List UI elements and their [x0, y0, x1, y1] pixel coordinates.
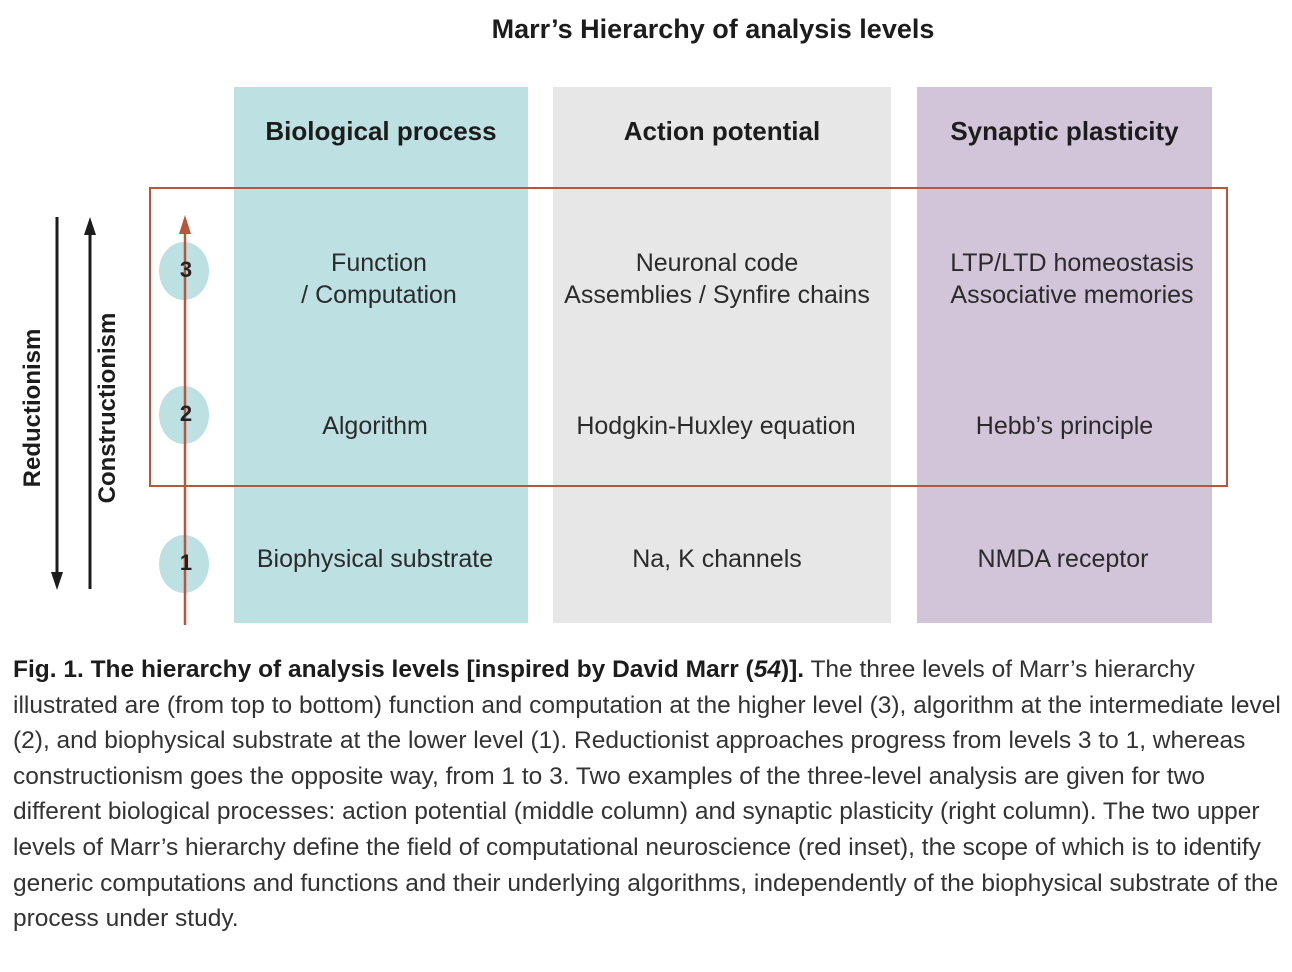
cell-sp-level2: Hebb’s principle	[975, 412, 1154, 440]
level-1-number: 1	[179, 550, 193, 575]
cell-ap-level3: Neuronal code Assemblies / Synfire chain…	[553, 247, 881, 311]
computational-neuroscience-inset	[149, 187, 1228, 487]
cell-line: Assemblies / Synfire chains	[564, 281, 870, 309]
level-3-number: 3	[179, 257, 193, 282]
constructionism-arrowhead-icon	[84, 217, 96, 235]
cell-ap-level1: Na, K channels	[632, 545, 802, 573]
reductionism-arrowhead-icon	[51, 572, 63, 590]
caption-lead-end: )].	[780, 656, 805, 683]
figure-caption: Fig. 1. The hierarchy of analysis levels…	[13, 652, 1283, 937]
synaptic-plasticity-column	[917, 87, 1212, 623]
cell-ap-level2: Hodgkin-Huxley equation	[576, 412, 856, 440]
caption-body: The three levels of Marr’s hierarchy ill…	[13, 656, 1281, 933]
header-action-potential: Action potential	[623, 116, 821, 146]
level-axis-arrowhead-icon	[179, 215, 191, 234]
caption-lead-text: Fig. 1. The hierarchy of analysis levels…	[13, 656, 754, 683]
constructionism-label: Constructionism	[94, 312, 121, 504]
cell-bio-level2: Algorithm	[322, 412, 428, 440]
header-synaptic-plasticity: Synaptic plasticity	[950, 116, 1179, 146]
level-2-number: 2	[179, 401, 193, 426]
action-potential-column	[553, 87, 891, 623]
diagram-title: Marr’s Hierarchy of analysis levels	[491, 14, 935, 44]
cell-line: / Computation	[301, 281, 457, 309]
reductionism-label: Reductionism	[19, 328, 46, 488]
cell-line: LTP/LTD homeostasis	[950, 249, 1194, 277]
cell-sp-level3: LTP/LTD homeostasis Associative memories	[917, 247, 1227, 311]
header-biological-process: Biological process	[265, 116, 497, 146]
biological-process-column	[234, 87, 528, 623]
cell-sp-level1: NMDA receptor	[977, 545, 1149, 573]
cell-line: Neuronal code	[635, 249, 799, 277]
caption-reference: 54	[753, 656, 781, 683]
cell-line: Function	[331, 249, 427, 277]
cell-line: Associative memories	[950, 281, 1194, 309]
cell-bio-level1: Biophysical substrate	[256, 545, 494, 573]
caption-lead: Fig. 1. The hierarchy of analysis levels…	[13, 656, 804, 683]
cell-bio-level3: Function / Computation	[234, 247, 524, 311]
